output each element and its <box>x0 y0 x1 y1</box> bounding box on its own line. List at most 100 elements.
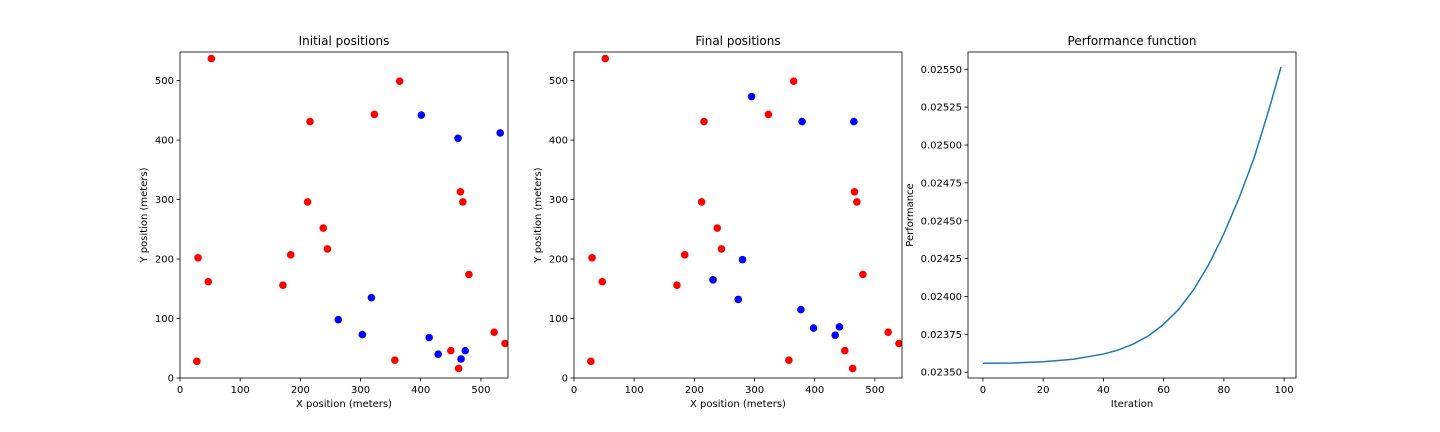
y-tick-label: 0.02350 <box>921 368 962 379</box>
scatter-point-red <box>306 117 314 126</box>
scatter-point-blue <box>835 323 844 331</box>
y-tick-label: 300 <box>549 195 568 206</box>
x-tick-label: 200 <box>685 385 704 396</box>
y-tick-label: 0.02550 <box>921 65 962 76</box>
y-tick-label: 0 <box>562 374 568 385</box>
y-tick-label: 0.02450 <box>921 216 962 227</box>
scatter-point-red <box>895 339 902 348</box>
scatter-point-blue <box>417 111 426 119</box>
scatter-point-red <box>194 254 202 262</box>
scatter-point-red <box>447 346 455 355</box>
chart-title: Initial positions <box>299 34 390 48</box>
y-tick-label: 0.02425 <box>921 254 962 265</box>
scatter-point-blue <box>454 134 462 143</box>
scatter-point-red <box>841 346 849 355</box>
x-axis-label: Iteration <box>1111 399 1153 410</box>
y-tick-label: 200 <box>155 255 174 266</box>
scatter-point-blue <box>434 350 442 359</box>
chart-final-positions: Final positions X position (meters) Y po… <box>533 34 903 410</box>
scatter-point-blue <box>734 295 743 304</box>
y-tick-label: 100 <box>549 314 568 325</box>
data-marks <box>193 54 508 373</box>
x-tick-label: 100 <box>1275 385 1294 396</box>
scatter-point-red <box>279 281 287 289</box>
scatter-point-blue <box>709 276 717 284</box>
y-tick-label: 0.02400 <box>921 292 962 303</box>
scatter-point-red <box>490 328 498 336</box>
x-tick-label: 80 <box>1217 385 1230 396</box>
y-axis-label: Y position (meters) <box>139 167 150 263</box>
scatter-point-red <box>465 270 473 279</box>
data-marks <box>587 54 902 373</box>
scatter-point-red <box>395 77 404 85</box>
scatter-point-red <box>717 245 726 253</box>
y-tick-label: 0.02525 <box>921 103 962 114</box>
scatter-point-blue <box>797 305 805 314</box>
x-tick-label: 40 <box>1097 385 1110 396</box>
y-tick-label: 400 <box>549 136 568 147</box>
scatter-point-blue <box>367 293 376 302</box>
x-tick-label: 500 <box>865 385 884 396</box>
plot-frame <box>573 51 903 379</box>
x-tick-label: 200 <box>291 385 310 396</box>
x-tick-label: 400 <box>805 385 824 396</box>
plot-frame <box>967 51 1297 379</box>
scatter-point-blue <box>831 331 839 339</box>
scatter-point-red <box>370 110 379 119</box>
x-tick-label: 0 <box>980 385 986 396</box>
scatter-point-red <box>713 224 722 232</box>
scatter-point-blue <box>850 117 858 126</box>
scatter-point-red <box>697 198 706 206</box>
scatter-point-red <box>789 77 798 85</box>
scatter-point-blue <box>334 315 343 324</box>
x-tick-label: 500 <box>471 385 490 396</box>
chart-title: Final positions <box>695 34 780 48</box>
y-tick-label: 0.02375 <box>921 330 962 341</box>
y-tick-label: 500 <box>155 76 174 87</box>
x-tick-label: 0 <box>177 385 183 396</box>
scatter-point-red <box>303 198 312 206</box>
x-tick-label: 100 <box>625 385 644 396</box>
scatter-point-blue <box>457 355 465 363</box>
y-axis-label: Y position (meters) <box>533 167 544 263</box>
series-line-performance <box>982 66 1282 365</box>
chart-performance-function: Performance function Iteration Performan… <box>905 34 1297 410</box>
x-tick-label: 20 <box>1037 385 1050 396</box>
y-tick-label: 300 <box>155 195 174 206</box>
scatter-point-blue <box>425 333 433 342</box>
scatter-point-blue <box>738 255 747 264</box>
scatter-point-red <box>323 245 332 253</box>
scatter-point-red <box>207 54 216 63</box>
scatter-point-red <box>459 198 467 206</box>
scatter-point-red <box>680 251 689 259</box>
data-marks <box>982 66 1282 365</box>
y-tick-label: 100 <box>155 314 174 325</box>
scatter-point-red <box>501 339 508 348</box>
x-tick-label: 400 <box>411 385 430 396</box>
scatter-point-blue <box>747 92 756 101</box>
scatter-point-red <box>391 356 399 364</box>
scatter-point-red <box>456 187 465 196</box>
scatter-point-blue <box>358 330 367 339</box>
scatter-point-red <box>859 270 867 279</box>
y-tick-label: 0.02500 <box>921 141 962 152</box>
scatter-point-red <box>588 254 596 262</box>
y-tick-label: 0 <box>168 374 174 385</box>
x-tick-label: 0 <box>571 385 577 396</box>
x-tick-label: 60 <box>1157 385 1170 396</box>
x-tick-label: 300 <box>745 385 764 396</box>
scatter-point-red <box>848 364 857 373</box>
scatter-point-red <box>193 357 201 366</box>
scatter-point-red <box>785 356 793 364</box>
scatter-point-red <box>673 281 681 289</box>
chart-title: Performance function <box>1068 34 1197 48</box>
x-tick-label: 100 <box>231 385 250 396</box>
y-tick-label: 0.02475 <box>921 178 962 189</box>
scatter-point-blue <box>809 324 818 332</box>
chart-initial-positions: Initial positions X position (meters) Y … <box>139 34 509 410</box>
plot-frame <box>179 51 509 379</box>
x-tick-label: 300 <box>351 385 370 396</box>
y-tick-label: 400 <box>155 136 174 147</box>
